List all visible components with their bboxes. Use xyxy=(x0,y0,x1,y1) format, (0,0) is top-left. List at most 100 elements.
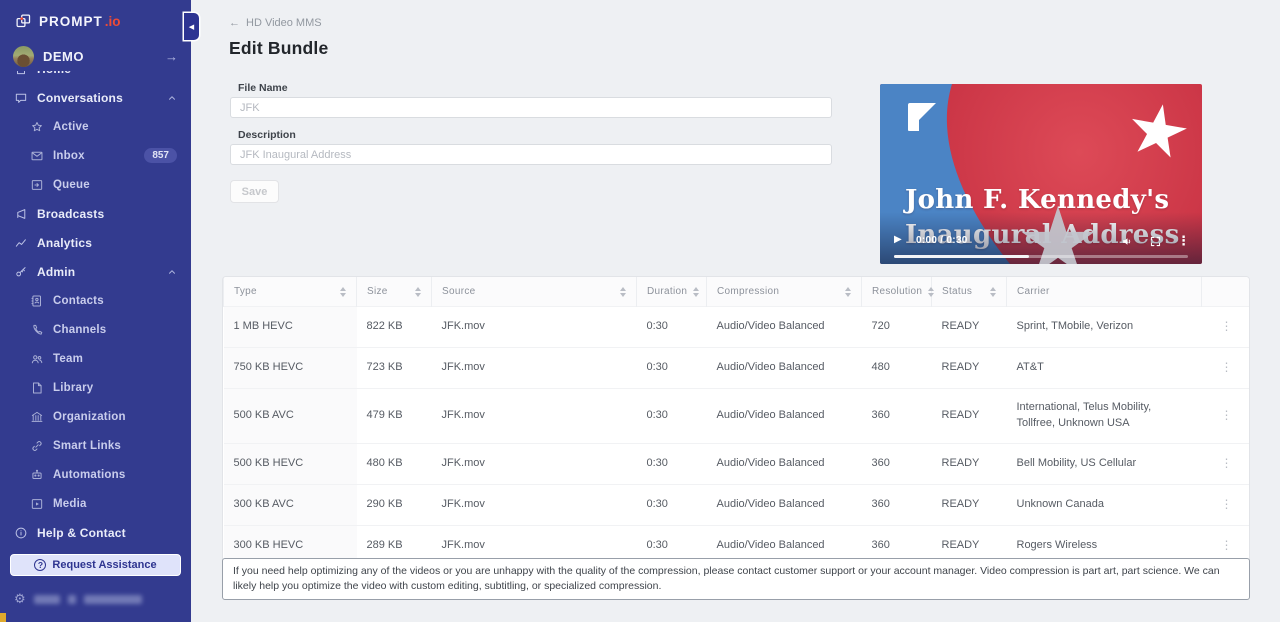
sidebar-item-inbox[interactable]: Inbox 857 xyxy=(0,141,191,170)
sidebar-item-home[interactable]: Home xyxy=(0,71,191,83)
cell-carrier: Bell Mobility, US Cellular xyxy=(1006,442,1202,485)
chevron-up-icon xyxy=(167,93,177,103)
redacted-version-text xyxy=(83,594,142,604)
column-header-source[interactable]: Source xyxy=(431,277,637,307)
sidebar-item-media[interactable]: Media xyxy=(0,489,191,518)
sidebar-item-analytics[interactable]: Analytics xyxy=(0,228,191,257)
play-button[interactable]: ▶ xyxy=(894,234,902,245)
breadcrumb-back-link[interactable]: ← HD Video MMS xyxy=(229,17,322,29)
video-time: 0:00 / 0:30 xyxy=(916,235,968,246)
chat-icon xyxy=(14,91,28,105)
sidebar-item-smart-links[interactable]: Smart Links xyxy=(0,431,191,460)
cell-carrier: Unknown Canada xyxy=(1006,483,1202,526)
row-menu-icon[interactable]: ⋮ xyxy=(1220,407,1233,422)
player-menu-icon[interactable]: ⋮ xyxy=(1177,233,1190,248)
sort-icon xyxy=(693,286,700,297)
cell-size: 822 KB xyxy=(356,306,432,348)
sidebar-item-queue[interactable]: Queue xyxy=(0,170,191,199)
page-title: Edit Bundle xyxy=(229,38,329,58)
brand-logo[interactable]: PROMPT .io xyxy=(0,0,191,42)
cell-status: READY xyxy=(931,346,1007,389)
sidebar-item-broadcasts[interactable]: Broadcasts xyxy=(0,199,191,228)
sidebar-item-active[interactable]: Active xyxy=(0,112,191,141)
workspace-switcher[interactable]: DEMO → xyxy=(0,42,191,71)
cell-type: 500 KB HEVC xyxy=(223,442,357,485)
column-header-compression[interactable]: Compression xyxy=(706,277,862,307)
sidebar-item-team[interactable]: Team xyxy=(0,344,191,373)
request-assistance-button[interactable]: ? Request Assistance xyxy=(10,554,181,576)
row-menu-icon[interactable]: ⋮ xyxy=(1220,359,1233,374)
sidebar-item-conversations[interactable]: Conversations xyxy=(0,83,191,112)
environment-info: ⚙ xyxy=(0,576,191,622)
save-button[interactable]: Save xyxy=(230,180,279,203)
cell-type: 500 KB AVC xyxy=(223,387,357,444)
back-arrow-icon: ← xyxy=(229,17,240,29)
column-header-status[interactable]: Status xyxy=(931,277,1007,307)
cell-resolution: 360 xyxy=(861,442,932,485)
unread-count-badge: 857 xyxy=(144,148,177,163)
row-menu-icon[interactable]: ⋮ xyxy=(1220,319,1233,333)
video-progress-bar[interactable] xyxy=(894,255,1188,258)
cell-resolution: 480 xyxy=(861,346,932,389)
row-menu-icon[interactable]: ⋮ xyxy=(1220,496,1233,511)
file-name-label: File Name xyxy=(238,82,288,94)
sidebar-item-contacts[interactable]: Contacts xyxy=(0,286,191,315)
sidebar-item-library[interactable]: Library xyxy=(0,373,191,402)
gear-icon: ⚙ xyxy=(14,591,26,606)
sidebar-item-organization[interactable]: Organization xyxy=(0,402,191,431)
variants-table: Type Size xyxy=(223,277,1249,566)
cell-size: 290 KB xyxy=(356,483,432,526)
sidebar-item-admin[interactable]: Admin xyxy=(0,257,191,286)
redacted-version-text xyxy=(33,594,60,604)
phone-icon xyxy=(30,323,44,337)
column-header-carrier[interactable]: Carrier xyxy=(1006,277,1202,307)
row-menu-icon[interactable]: ⋮ xyxy=(1220,455,1233,470)
link-icon xyxy=(30,439,44,453)
media-icon xyxy=(30,497,44,511)
cell-resolution: 720 xyxy=(861,306,932,348)
file-name-input[interactable] xyxy=(230,97,832,118)
column-header-resolution[interactable]: Resolution xyxy=(861,277,935,307)
key-icon xyxy=(14,265,28,279)
cell-size: 723 KB xyxy=(356,346,432,389)
column-header-duration[interactable]: Duration xyxy=(636,277,707,307)
row-menu-icon[interactable]: ⋮ xyxy=(1220,537,1233,552)
sidebar-item-automations[interactable]: Automations xyxy=(0,460,191,489)
cell-compression: Audio/Video Balanced xyxy=(706,306,862,348)
cell-status: READY xyxy=(931,387,1007,444)
column-header-size[interactable]: Size xyxy=(356,277,432,307)
video-player[interactable]: John F. Kennedy's Inaugural Address ▶ 0:… xyxy=(880,84,1202,264)
bundle-form: File Name Description Save xyxy=(230,82,832,203)
home-icon xyxy=(14,71,28,76)
cell-duration: 0:30 xyxy=(636,442,707,485)
cell-size: 479 KB xyxy=(356,387,432,444)
cell-compression: Audio/Video Balanced xyxy=(706,387,862,444)
cell-resolution: 360 xyxy=(861,387,932,444)
cell-compression: Audio/Video Balanced xyxy=(706,442,862,485)
prompt-logo-icon xyxy=(16,13,31,27)
cell-resolution: 360 xyxy=(861,483,932,526)
volume-icon[interactable] xyxy=(1121,235,1134,248)
collapse-arrow-icon: ◀ xyxy=(188,23,195,31)
sidebar-item-help-contact[interactable]: Help & Contact xyxy=(0,518,191,547)
description-input[interactable] xyxy=(230,144,832,165)
sidebar-item-channels[interactable]: Channels xyxy=(0,315,191,344)
help-note: If you need help optimizing any of the v… xyxy=(222,558,1250,601)
sidebar-nav: Home Conversations Active xyxy=(0,71,191,549)
sidebar-collapse-button[interactable]: ◀ xyxy=(184,13,199,40)
table-header-row: Type Size xyxy=(223,277,1249,307)
table-row: 500 KB AVC 479 KB JFK.mov 0:30 Audio/Vid… xyxy=(223,387,1249,444)
arrow-right-icon: → xyxy=(165,49,178,64)
chevron-up-icon xyxy=(167,267,177,277)
cell-duration: 0:30 xyxy=(636,346,707,389)
cell-type: 300 KB AVC xyxy=(223,483,357,526)
column-header-blank[interactable] xyxy=(1201,277,1249,307)
sort-icon xyxy=(620,286,626,297)
question-icon: ? xyxy=(34,559,47,571)
column-header-type[interactable]: Type xyxy=(223,277,357,307)
sidebar: PROMPT .io DEMO → Home Conversati xyxy=(0,0,191,622)
cell-source: JFK.mov xyxy=(431,483,637,526)
fullscreen-icon[interactable] xyxy=(1149,235,1162,248)
brand-suffix: .io xyxy=(104,13,121,29)
